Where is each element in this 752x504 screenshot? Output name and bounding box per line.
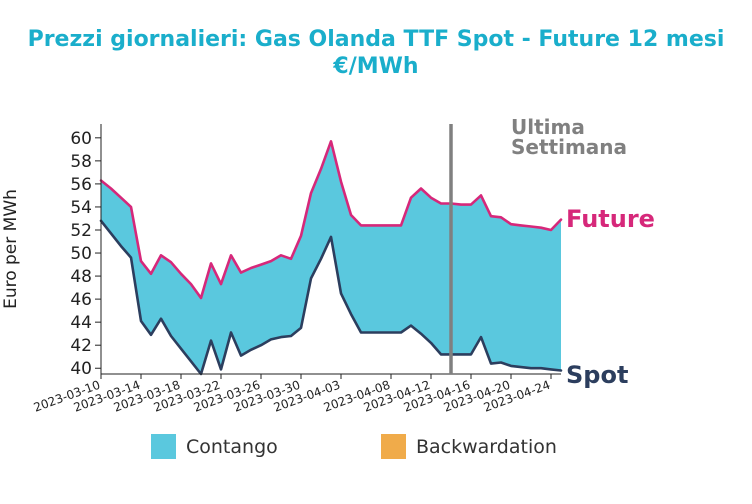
y-tick-label: 50 — [70, 244, 92, 264]
legend: Contango Backwardation — [151, 434, 557, 459]
legend-swatch-contango — [151, 434, 176, 459]
legend-swatch-backwardation — [381, 434, 406, 459]
annotation-settimana: Settimana — [511, 135, 627, 159]
y-tick-label: 56 — [70, 175, 92, 195]
chart-subtitle: €/MWh — [332, 54, 418, 79]
y-tick-label: 42 — [70, 336, 92, 356]
y-tick-label: 52 — [70, 221, 92, 241]
contango-area — [101, 141, 561, 374]
y-tick-label: 54 — [70, 198, 92, 218]
legend-label-contango: Contango — [186, 436, 278, 458]
annotation-ultima: Ultima — [511, 115, 585, 139]
series-line-future — [99, 140, 563, 300]
contango-area-layer — [101, 141, 561, 374]
y-tick-label: 46 — [70, 290, 92, 310]
y-tick-label: 48 — [70, 267, 92, 287]
y-tick-label: 60 — [70, 129, 92, 149]
y-axis-label: Euro per MWh — [1, 189, 21, 309]
series-line-spot — [99, 219, 563, 376]
end-label-future: Future — [566, 205, 655, 233]
y-tick-label: 58 — [70, 152, 92, 172]
end-label-spot: Spot — [566, 361, 628, 389]
legend-label-backwardation: Backwardation — [416, 436, 557, 458]
series-lines-layer — [99, 140, 563, 376]
y-tick-label: 44 — [70, 313, 92, 333]
chart-title: Prezzi giornalieri: Gas Olanda TTF Spot … — [28, 27, 725, 52]
y-tick-label: 40 — [70, 359, 92, 379]
